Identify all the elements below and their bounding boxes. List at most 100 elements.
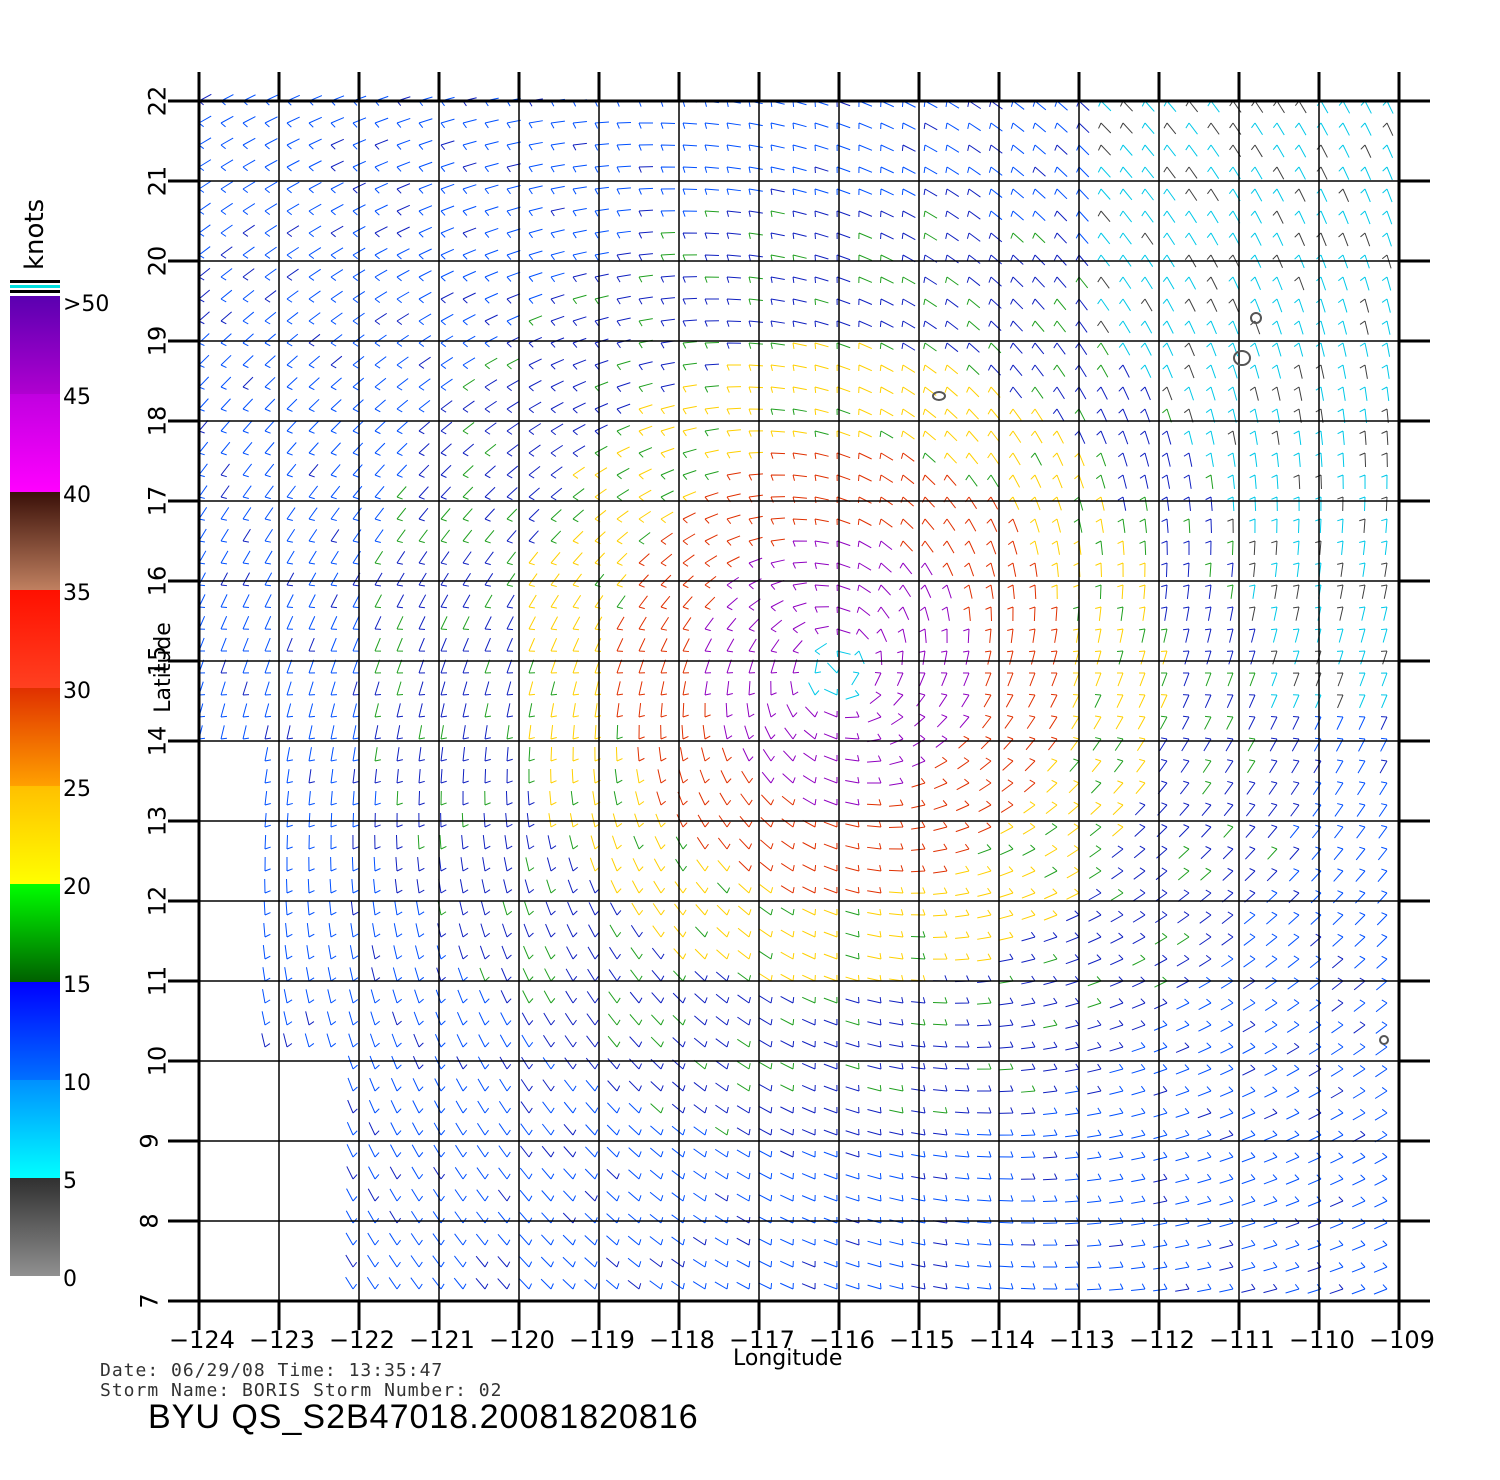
wind-barb [923, 364, 937, 374]
wind-barb [1137, 715, 1146, 730]
wind-barb [1065, 954, 1080, 965]
wind-barb [650, 1125, 664, 1136]
wind-barb [758, 1216, 773, 1224]
wind-barb [726, 514, 741, 525]
wind-barb [986, 474, 999, 488]
wind-barb [704, 428, 719, 437]
wind-barb [1199, 933, 1212, 946]
wind-barb [726, 535, 741, 546]
wind-barb [704, 702, 711, 718]
wind-barb [984, 650, 992, 665]
wind-barb [283, 989, 293, 1004]
wind-barb [572, 681, 580, 696]
wind-barb [522, 990, 534, 1004]
wind-barb [1051, 606, 1058, 621]
wind-barb [1141, 122, 1155, 134]
wind-barb [1009, 342, 1023, 354]
wind-barb [792, 144, 807, 152]
wind-barb [695, 926, 709, 938]
wind-barb [1161, 584, 1168, 599]
wind-barb [858, 364, 873, 372]
wind-barb [484, 119, 499, 129]
wind-barb [1007, 606, 1014, 622]
wind-barb [616, 489, 630, 501]
wind-barb [1329, 1284, 1344, 1295]
wind-barb [1042, 1217, 1058, 1224]
wind-barb [1357, 781, 1366, 796]
wind-barb [1043, 1129, 1058, 1137]
wind-barb [792, 602, 807, 613]
wind-barb [770, 600, 784, 612]
wind-barb [1153, 1283, 1168, 1292]
wind-barb [1205, 518, 1212, 534]
wind-barb [1021, 1041, 1036, 1050]
wind-barb [693, 1214, 707, 1224]
wind-barb [858, 474, 872, 482]
wind-barb [758, 1061, 773, 1070]
wind-barb [1021, 931, 1036, 942]
wind-barb [396, 551, 406, 565]
wind-barb [1380, 716, 1388, 730]
wind-barb [326, 1011, 337, 1026]
wind-barb [1032, 166, 1046, 177]
wind-barb [780, 1062, 795, 1070]
wind-barb [1205, 474, 1214, 489]
wind-barb [497, 1278, 511, 1290]
wind-barb [484, 573, 494, 587]
wind-barb [506, 314, 521, 326]
wind-barb [693, 1236, 707, 1246]
wind-barb [1219, 1086, 1234, 1097]
wind-barb [1220, 1064, 1234, 1076]
wind-barb [285, 900, 293, 916]
wind-barb [411, 1166, 424, 1180]
wind-barb [1029, 540, 1039, 555]
wind-barb [528, 530, 539, 544]
wind-barb [1007, 584, 1015, 599]
wind-barb [440, 227, 455, 238]
wind-barb [1316, 276, 1327, 291]
wind-barb [1336, 694, 1344, 709]
wind-barb [242, 355, 254, 369]
wind-barb [1330, 1086, 1344, 1099]
wind-barb [933, 1173, 948, 1180]
wind-barb [1287, 999, 1300, 1012]
wind-barb [220, 681, 228, 696]
wind-barb [910, 953, 926, 960]
wind-barb [1248, 650, 1256, 665]
wind-barb [1065, 1195, 1080, 1203]
wind-barb [923, 166, 938, 175]
wind-barb [748, 618, 760, 632]
wind-barb [1264, 1042, 1278, 1055]
wind-barb [242, 594, 250, 608]
wind-barb [638, 489, 652, 502]
wind-barb [1198, 1042, 1212, 1054]
wind-barb [696, 859, 709, 872]
wind-barb [1242, 1064, 1256, 1076]
wind-barb [220, 550, 229, 565]
wind-barb [542, 1101, 555, 1114]
wind-barb [802, 974, 816, 982]
wind-barb [462, 572, 471, 587]
wind-barb [792, 474, 807, 481]
wind-barb [1250, 298, 1261, 313]
wind-barb [462, 249, 477, 260]
wind-barb [348, 1011, 359, 1026]
wind-barb [594, 316, 609, 327]
wind-barb [1054, 166, 1068, 178]
wind-barb [308, 791, 315, 806]
wind-barb [1206, 320, 1217, 335]
wind-barb [440, 637, 448, 652]
wind-barb [967, 122, 981, 132]
wind-barb [1184, 276, 1197, 290]
wind-barb [998, 1261, 1014, 1268]
wind-barb [594, 703, 601, 718]
wind-barb [1249, 606, 1256, 621]
wind-barb [1360, 122, 1372, 136]
wind-barb [814, 606, 830, 613]
wind-barb [923, 188, 938, 197]
wind-barb [1312, 781, 1322, 795]
wind-barb [563, 1123, 577, 1136]
wind-barb [1205, 430, 1215, 445]
wind-barb [1315, 320, 1326, 335]
wind-barb [264, 290, 277, 303]
